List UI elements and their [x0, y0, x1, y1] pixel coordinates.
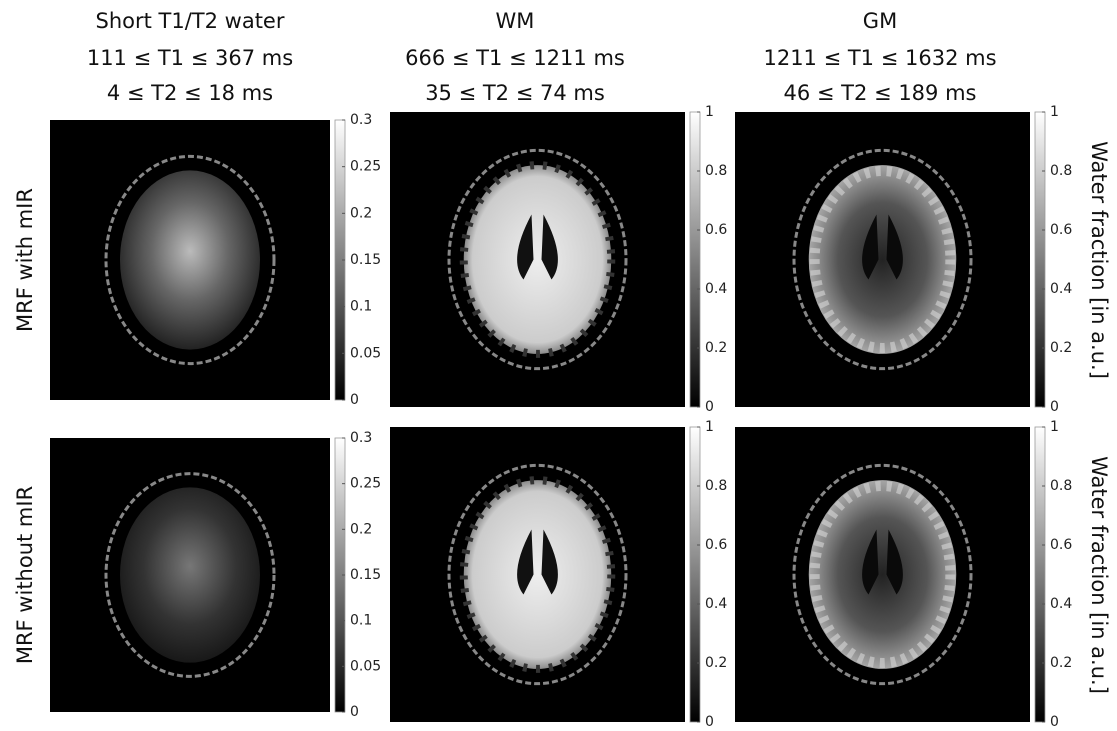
- colorbar-tick-label: 0.8: [705, 478, 727, 494]
- brain: [120, 487, 260, 662]
- side-label: Water fraction [in a.u.]: [1087, 456, 1111, 694]
- colorbar-tick-label: 0.2: [705, 340, 727, 356]
- colorbar-tick-label: 0.3: [350, 112, 372, 128]
- colorbar-tick-label: 1: [1050, 104, 1059, 120]
- colorbar-tick-label: 0.1: [350, 299, 372, 315]
- colorbar-tick-label: 0.2: [1050, 655, 1072, 671]
- colorbar-tick-label: 0: [705, 399, 714, 415]
- colorbar-tick-label: 1: [705, 104, 714, 120]
- colorbar-tick-label: 0.05: [350, 345, 381, 361]
- colorbar-tick-label: 0.4: [705, 281, 727, 297]
- row-label: MRF with mIR: [13, 188, 37, 332]
- colorbar-tick-label: 0.6: [705, 537, 727, 553]
- colorbar-tick-label: 0: [1050, 714, 1059, 730]
- colorbar-tick-label: 0.8: [1050, 478, 1072, 494]
- colorbar-tick-label: 1: [705, 419, 714, 435]
- colorbar-tick-label: 0.2: [1050, 340, 1072, 356]
- column-title: WM: [496, 9, 535, 33]
- brain: [120, 170, 260, 349]
- brain: [809, 165, 957, 354]
- colorbar-tick-label: 0.2: [705, 655, 727, 671]
- colorbar-tick-label: 0.25: [350, 476, 381, 492]
- side-label: Water fraction [in a.u.]: [1087, 141, 1111, 379]
- colorbar-tick-label: 1: [1050, 419, 1059, 435]
- colorbar: [690, 427, 700, 722]
- colorbar-tick-label: 0.2: [350, 205, 372, 221]
- colorbar: [690, 112, 700, 407]
- colorbar-tick-label: 0.3: [350, 430, 372, 446]
- column-title: Short T1/T2 water: [96, 9, 285, 33]
- t1-range: 111 ≤ T1 ≤ 367 ms: [87, 46, 293, 70]
- brain: [809, 480, 957, 669]
- colorbar-tick-label: 0.8: [1050, 163, 1072, 179]
- colorbar-tick-label: 0.15: [350, 567, 381, 583]
- colorbar-tick-label: 0: [350, 704, 359, 720]
- t2-range: 46 ≤ T2 ≤ 189 ms: [784, 81, 977, 105]
- colorbar-tick-label: 0.4: [1050, 281, 1072, 297]
- colorbar-tick-label: 0: [1050, 399, 1059, 415]
- colorbar-tick-label: 0.6: [705, 222, 727, 238]
- colorbar-tick-label: 0.1: [350, 613, 372, 629]
- colorbar-tick-label: 0.15: [350, 252, 381, 268]
- t1-range: 1211 ≤ T1 ≤ 1632 ms: [763, 46, 996, 70]
- row-label: MRF without mIR: [13, 486, 37, 664]
- colorbar-tick-label: 0: [705, 714, 714, 730]
- column-title: GM: [863, 9, 897, 33]
- colorbar-tick-label: 0.6: [1050, 537, 1072, 553]
- colorbar-tick-label: 0.05: [350, 658, 381, 674]
- colorbar: [1035, 427, 1045, 722]
- t2-range: 4 ≤ T2 ≤ 18 ms: [107, 81, 273, 105]
- colorbar-tick-label: 0.4: [1050, 596, 1072, 612]
- t1-range: 666 ≤ T1 ≤ 1211 ms: [405, 46, 625, 70]
- figure: Short T1/T2 water 111 ≤ T1 ≤ 367 ms 4 ≤ T2…: [0, 0, 1117, 731]
- colorbar-tick-label: 0.25: [350, 159, 381, 175]
- colorbar-tick-label: 0.4: [705, 596, 727, 612]
- colorbar-tick-label: 0.2: [350, 521, 372, 537]
- colorbar-tick-label: 0.8: [705, 163, 727, 179]
- colorbar: [1035, 112, 1045, 407]
- colorbar-tick-label: 0: [350, 392, 359, 408]
- colorbar-tick-label: 0.6: [1050, 222, 1072, 238]
- t2-range: 35 ≤ T2 ≤ 74 ms: [425, 81, 605, 105]
